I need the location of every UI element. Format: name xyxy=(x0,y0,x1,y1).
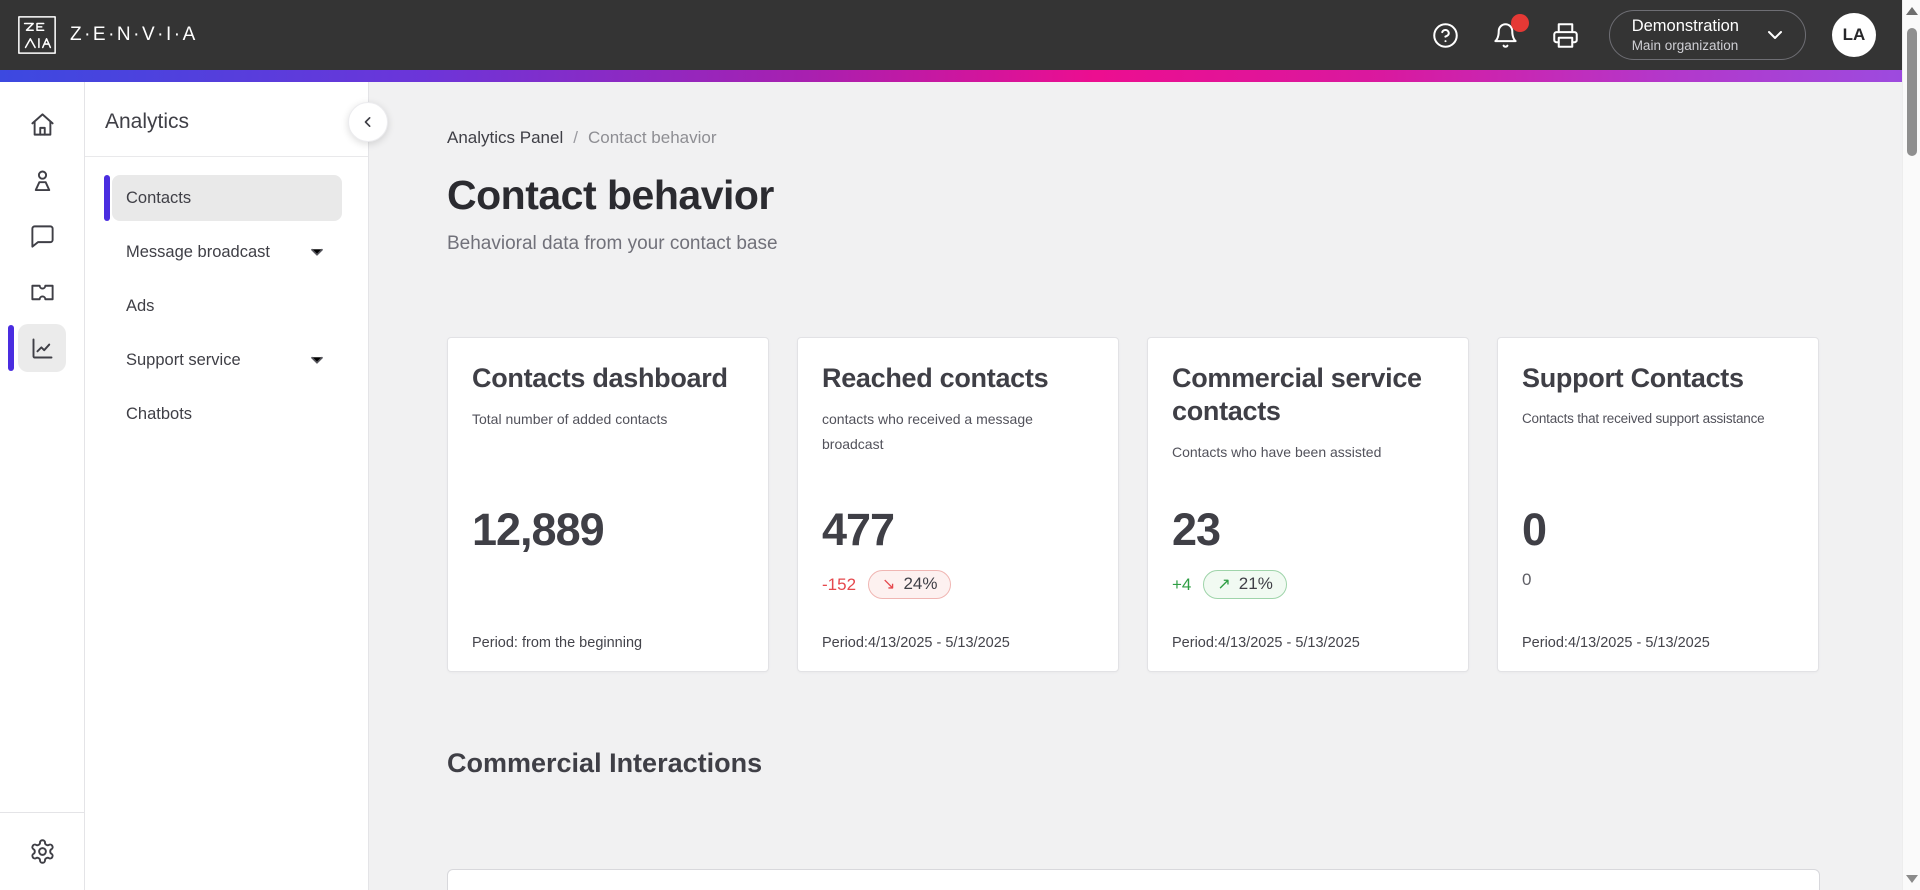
top-bar: Z·E·N·V·I·A Demonstration Main organizat… xyxy=(0,0,1920,70)
page-subtitle: Behavioral data from your contact base xyxy=(447,233,778,254)
section-title-commercial-interactions: Commercial Interactions xyxy=(447,748,763,778)
breadcrumb-separator: / xyxy=(573,128,578,147)
stat-cards-row: Contacts dashboard Total number of added … xyxy=(447,337,1820,672)
card-value: 23 xyxy=(1172,504,1221,555)
card-description: Total number of added contacts xyxy=(472,410,668,427)
card-period: Period:4/13/2025 - 5/13/2025 xyxy=(1172,635,1360,651)
top-actions: Demonstration Main organization LA xyxy=(1403,10,1876,60)
stat-card-4: Support Contacts Contacts that received s… xyxy=(1497,337,1819,672)
print-button[interactable] xyxy=(1549,18,1583,52)
card-delta-row: 0 xyxy=(1522,570,1531,590)
card-value: 12,889 xyxy=(472,504,605,555)
trend-arrow-icon: ↘ xyxy=(882,576,896,593)
sidebar-item-ads[interactable]: Ads xyxy=(112,283,342,329)
chevron-down-icon xyxy=(306,349,328,371)
card-delta: -152 xyxy=(822,574,857,594)
scroll-thumb[interactable] xyxy=(1907,28,1917,156)
printer-icon xyxy=(1552,22,1579,49)
rail-item-ticket[interactable] xyxy=(18,268,66,316)
zenvia-brand: Z·E·N·V·I·A xyxy=(16,14,198,56)
card-description: Contacts that received support assistanc… xyxy=(1522,410,1765,426)
chart-icon xyxy=(29,335,56,362)
sidebar-item-label: Chatbots xyxy=(126,404,193,423)
sidebar-collapse-button[interactable] xyxy=(348,102,388,142)
sidebar-item-label: Support service xyxy=(126,350,241,369)
breadcrumb-link-analytics-panel[interactable]: Analytics Panel xyxy=(447,128,564,147)
help-button[interactable] xyxy=(1429,18,1463,52)
zenvia-logo-mark xyxy=(16,14,58,56)
sidebar-list: Contacts Message broadcast Ads Support serv… xyxy=(104,175,342,437)
rail-item-person[interactable] xyxy=(18,156,66,204)
scrollbar xyxy=(1902,0,1920,890)
card-title: Support Contacts xyxy=(1522,363,1744,393)
rail-item-home[interactable] xyxy=(18,100,66,148)
stat-card-3: Commercial service contacts Contacts who … xyxy=(1147,337,1469,672)
user-avatar[interactable]: LA xyxy=(1832,13,1876,57)
settings-button[interactable] xyxy=(18,828,66,876)
help-icon xyxy=(1432,22,1459,49)
rail-bottom xyxy=(0,812,84,890)
sidebar-title: Analytics xyxy=(105,110,190,133)
bell-icon xyxy=(1492,22,1519,49)
card-title: Contacts dashboard xyxy=(472,363,728,393)
card-delta-row: +4 ↗ 21% xyxy=(1172,570,1287,599)
chevron-down-icon xyxy=(306,241,328,263)
trend-percent: 24% xyxy=(903,574,938,593)
sidebar-item-label: Contacts xyxy=(126,188,192,207)
rail-item-chat[interactable] xyxy=(18,212,66,260)
card-period: Period: from the beginning xyxy=(472,635,643,651)
breadcrumb: Analytics Panel / Contact behavior xyxy=(447,128,1820,148)
main-content: Analytics Panel / Contact behavior Conta… xyxy=(369,82,1920,890)
gear-icon xyxy=(29,838,56,865)
card-delta: +4 xyxy=(1172,574,1192,594)
icon-rail xyxy=(0,82,85,890)
card-description: Contacts who have been assisted xyxy=(1172,443,1382,460)
rail-item-chart[interactable] xyxy=(8,324,66,372)
sidebar-item-label: Message broadcast xyxy=(126,242,270,261)
sidebar-item-contacts[interactable]: Contacts xyxy=(104,175,342,221)
stat-card-1: Contacts dashboard Total number of added … xyxy=(447,337,769,672)
chevron-left-icon xyxy=(358,112,378,132)
sidebar-item-label: Ads xyxy=(126,296,155,315)
trend-badge: ↗ 21% xyxy=(1203,570,1287,599)
scroll-up-arrow[interactable] xyxy=(1906,7,1918,15)
trend-percent: 21% xyxy=(1238,574,1273,593)
page-title: Contact behavior xyxy=(447,172,774,218)
sidebar-divider xyxy=(85,156,368,157)
sidebar-item-message-broadcast[interactable]: Message broadcast xyxy=(112,229,342,275)
trend-arrow-icon: ↗ xyxy=(1217,576,1231,593)
card-delta: 0 xyxy=(1522,570,1532,589)
sidebar-item-chatbots[interactable]: Chatbots xyxy=(112,391,342,437)
notification-badge xyxy=(1510,14,1529,32)
card-title: Reached contacts xyxy=(822,363,1049,393)
sidebar-item-support-service[interactable]: Support service xyxy=(112,337,342,383)
trend-badge: ↘ 24% xyxy=(868,570,952,599)
panel-placeholder-card xyxy=(447,869,1820,890)
card-description: contacts who received a message broadcas… xyxy=(822,410,1033,453)
ticket-icon xyxy=(29,279,56,306)
card-value: 477 xyxy=(822,504,895,555)
chat-icon xyxy=(29,223,56,250)
gradient-accent-bar xyxy=(0,70,1920,82)
card-delta-row: -152 ↘ 24% xyxy=(822,570,952,599)
home-icon xyxy=(29,111,56,138)
card-period: Period:4/13/2025 - 5/13/2025 xyxy=(822,635,1010,651)
breadcrumb-current: Contact behavior xyxy=(587,128,717,147)
scroll-down-arrow[interactable] xyxy=(1906,875,1918,883)
card-title: Commercial service contacts xyxy=(1172,363,1422,426)
org-subtitle: Main organization xyxy=(1631,37,1739,53)
chevron-down-icon xyxy=(1763,23,1787,47)
rail-items xyxy=(8,100,66,380)
card-value: 0 xyxy=(1522,504,1547,555)
org-name: Demonstration xyxy=(1631,16,1739,35)
org-switcher[interactable]: Demonstration Main organization xyxy=(1608,10,1806,60)
notifications-button[interactable] xyxy=(1489,14,1529,52)
stat-card-2: Reached contacts contacts who received a … xyxy=(797,337,1119,672)
card-period: Period:4/13/2025 - 5/13/2025 xyxy=(1522,635,1710,651)
brand-wordmark: Z·E·N·V·I·A xyxy=(70,24,198,45)
sidebar: Analytics Contacts Message broadcast Ads Su… xyxy=(85,82,388,890)
person-icon xyxy=(29,167,56,194)
